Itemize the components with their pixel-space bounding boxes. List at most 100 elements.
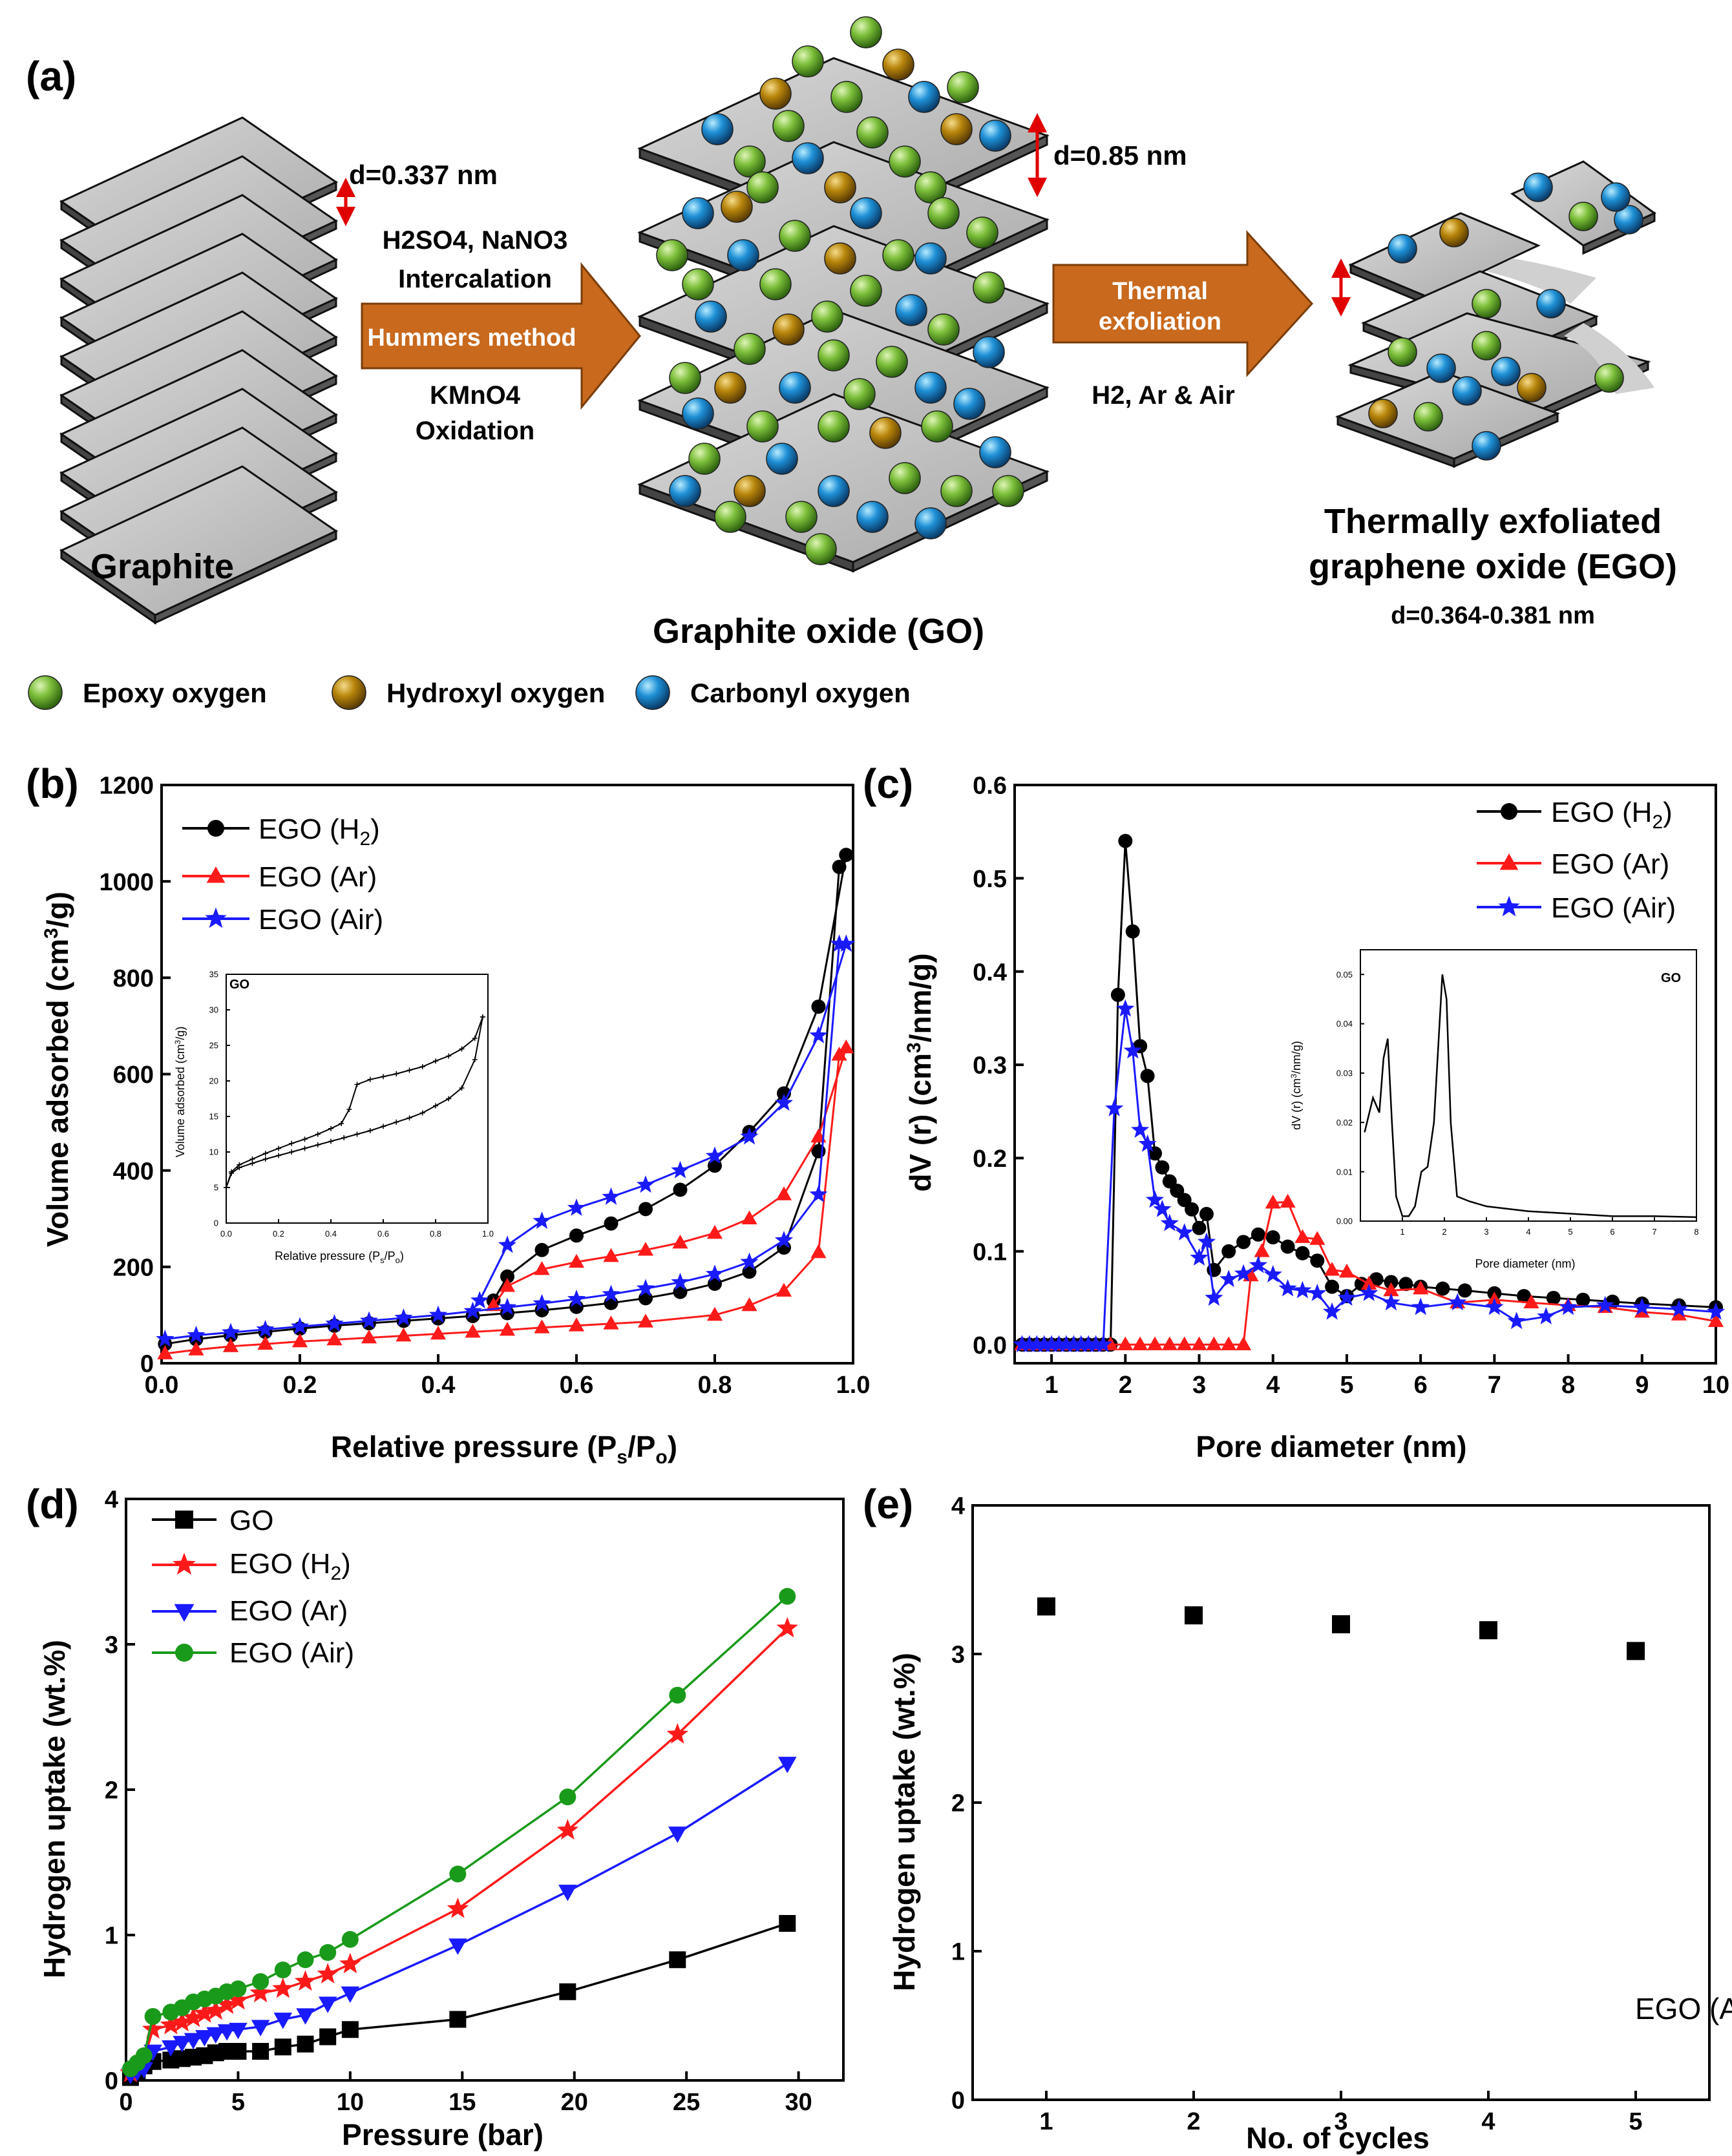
chart-c-inset-line [1364,974,1697,1219]
chart-d-point [227,1989,249,2010]
chart-b-point [361,1329,377,1344]
chart-e-point [1627,1642,1645,1660]
chart-c-ytick-label: 0.0 [973,1332,1007,1359]
chart-b-point [706,1224,723,1239]
chart-d-point [160,2013,182,2035]
chart-b-inset-ytick-label: 25 [209,1041,218,1051]
chart-c-point [1254,1243,1270,1257]
chart-d-point [135,2047,153,2064]
chart-e-ytick-label: 2 [951,1790,965,1817]
chart-b-inset-point [407,1067,412,1073]
chart-c-point [1360,1283,1378,1301]
chart-b-point [534,1319,550,1334]
chart-b-point [463,1301,482,1319]
graphite-label: Graphite [90,547,234,586]
chart-b-inset-point [367,1128,373,1133]
chart-b-inset-point [302,1146,308,1151]
chart-c-point [1155,1160,1170,1175]
chart-b-point [639,1291,653,1306]
chart-b-point [708,1276,722,1291]
chart-c-point [1537,1307,1556,1324]
chart-b-point [809,1026,828,1043]
chart-d-point [296,2008,315,2025]
chart-c: (c) dV (r) (cm3/nm/g) Pore diameter (nm)… [863,760,1681,1463]
chart-c-inset-axes: 1 2 3 4 5 6 7 8 0.00 0.01 0.02 0.03 0.04 0.05 [1336,949,1699,1237]
chart-d-point [669,1686,686,1704]
chart-b-inset-point [367,1076,373,1082]
panel-a: (a) d=0.337 nm Graphite H2SO4, NaNO3 Int… [26,16,1677,710]
chart-c-inset-xtick-label: 6 [1610,1227,1614,1237]
chart-b-point [222,1338,239,1352]
chart-b-point [569,1228,584,1243]
chart-e-point [1185,1606,1203,1625]
chart-c-point [1707,1313,1724,1327]
chart-d-point [341,2021,359,2038]
chart-d-series-2 [121,1757,797,2084]
chart-b-point [637,1242,654,1256]
chart-b-point [568,1253,585,1268]
chart-b-legend-marker [207,820,224,837]
ego-fragment [1486,258,1596,304]
chart-b-point [221,1323,240,1341]
chart-d-point [274,2038,291,2056]
chart-b-inset-point [433,1103,438,1109]
chart-c-point [1042,1335,1061,1353]
chart-d-point [229,2043,247,2060]
chart-d-point [319,1944,337,1961]
chart-c-point [1013,1335,1031,1353]
chart-c-inset-title: GO [1661,971,1681,985]
chart-c-inset-xtick-label: 7 [1652,1227,1656,1237]
chart-b-point [811,1000,826,1014]
chart-b-inset-point [346,1107,352,1112]
chart-b-ylabel: Volume adsorbed (cm3/g) [41,892,74,1247]
chart-b-point [671,1272,690,1290]
thermal-label: Thermal [1112,278,1208,305]
chart-d-point [297,2035,314,2053]
chart-c-inset-ytick-label: 0.03 [1336,1069,1353,1078]
chart-c-point [1125,924,1140,939]
chart-c-point [1546,1290,1561,1305]
chart-d-point [274,1962,291,1978]
chart-b-inset-point [328,1125,333,1131]
chart-c-point [1669,1299,1688,1317]
chart-b-point [832,859,847,874]
chart-b-inset-point [354,1131,360,1137]
chart-e-point [1037,1597,1055,1616]
chart-c-point [1280,1239,1295,1254]
chart-b-legend: EGO (H2) EGO (Ar) EGO (Air) [259,813,383,936]
chart-d-point [449,2011,467,2028]
chart-b-point [359,1311,379,1329]
chart-d-point [556,1819,578,1840]
chart-d-point [229,1980,247,1998]
chart-c-point [1325,1279,1340,1294]
chart-c-point [1411,1297,1430,1315]
chart-c-point [1064,1335,1083,1353]
chart-b-xtick-label: 0.6 [560,1372,594,1399]
chart-d-point [341,1986,360,2003]
chart-c-point [1205,1288,1223,1306]
chart-b-legend-air: EGO (Air) [259,904,383,936]
chart-c-ytick-label: 0.6 [973,773,1007,800]
chart-c-point [1110,987,1125,1002]
chart-b-point [838,1039,854,1054]
chart-d-point [449,1938,467,1955]
chart-b-point [568,1317,585,1332]
chart-c-point [1293,1281,1312,1299]
chart-d-xtick-label: 20 [561,2089,588,2116]
chart-b-point [636,1279,655,1297]
chart-e-annotation: EGO (Air) [1635,1992,1732,2025]
chart-b-inset-xtick-label: 0.0 [220,1229,232,1239]
chart-b-point [498,1235,517,1253]
chart-b-inset-series [224,1014,485,1190]
chart-c-point [1221,1336,1237,1350]
chart-b-point [534,1242,549,1257]
chart-d-point [319,2028,337,2046]
chart-c-point [1236,1235,1251,1250]
chart-d-point [217,2024,237,2041]
chart-b-xtick-label: 0.8 [698,1372,732,1399]
chart-c-point [1308,1283,1327,1301]
chart-c-ytick-label: 0.2 [973,1146,1007,1173]
chart-c-point [1294,1229,1311,1243]
chart-b-point [498,1297,517,1315]
chart-b: (b) Volume adsorbed (cm3/g) Relative pre… [26,760,677,1468]
